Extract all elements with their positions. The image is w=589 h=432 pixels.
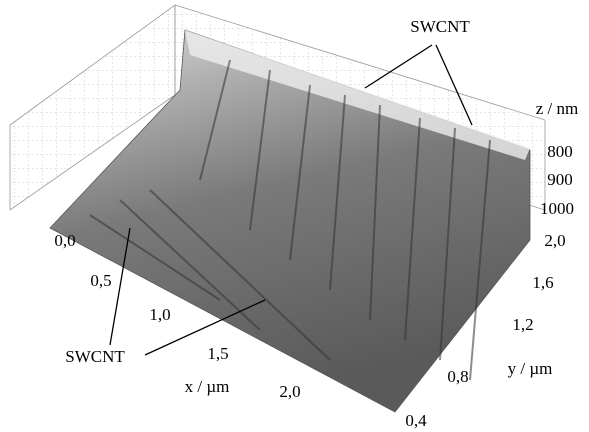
axis-label: x / µm [185,377,230,396]
tick-label: 0,0 [54,231,75,250]
tick-label: 1000 [540,199,574,218]
tick-label: 1,5 [207,344,228,363]
annotation: SWCNT [410,17,470,36]
axis-label: y / µm [508,359,553,378]
tick-label: 2,0 [279,382,300,401]
axis-label: z / nm [536,99,579,118]
tick-label: 0,8 [447,367,468,386]
tick-label: 1,6 [532,273,553,292]
tick-label: 900 [547,170,573,189]
tick-label: 800 [547,142,573,161]
tick-label: 1,2 [512,315,533,334]
tick-label: 1,0 [149,305,170,324]
tick-label: 0,4 [405,411,427,430]
annotation: SWCNT [65,347,125,366]
tick-label: 2,0 [544,231,565,250]
tick-label: 0,5 [90,271,111,290]
figure: SWCNT SWCNT z / nm 800 900 1000 2,0 1,6 … [0,0,589,432]
